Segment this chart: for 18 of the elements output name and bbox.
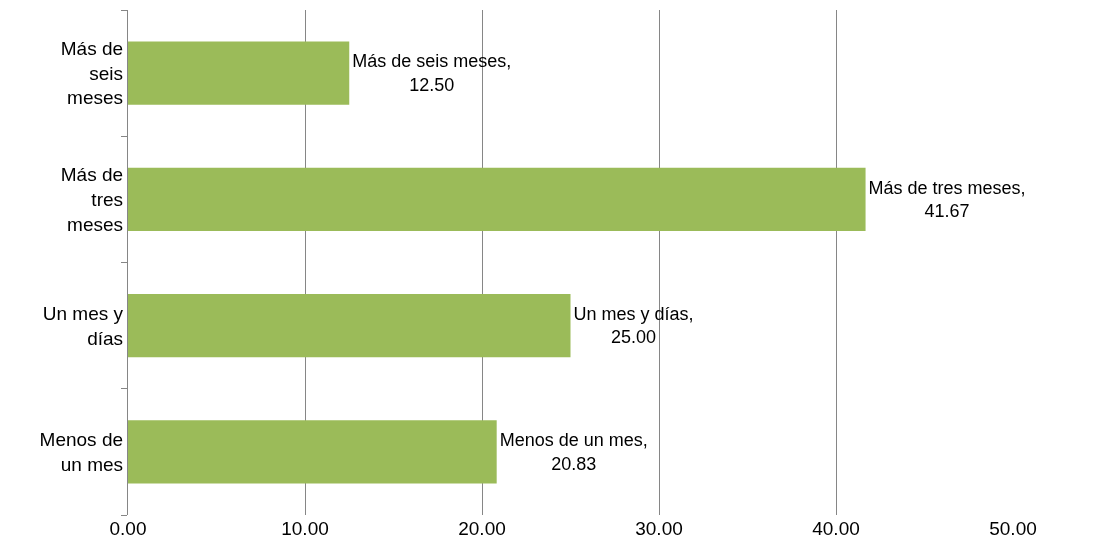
bar <box>128 420 497 484</box>
x-tick-label: 40.00 <box>812 518 860 539</box>
y-tick-label: Más de tres meses <box>60 164 124 235</box>
y-tick-label: Más de seis meses <box>60 38 124 109</box>
bar <box>128 41 350 105</box>
x-tick-label: 50.00 <box>989 518 1037 539</box>
x-tick-label: 30.00 <box>635 518 683 539</box>
data-label: Más de seis meses, 12.50 <box>352 51 512 95</box>
bar <box>128 294 571 358</box>
y-tick-label: Menos de un mes <box>39 429 124 475</box>
data-label: Más de tres meses, 41.67 <box>868 177 1026 222</box>
x-tick-label: 10.00 <box>281 518 329 539</box>
data-label: Menos de un mes, 20.83 <box>499 430 648 474</box>
data-label: Un mes y días, 25.00 <box>573 303 694 348</box>
y-tick-label: Un mes y días <box>42 302 124 349</box>
x-tick-label: 0.00 <box>109 518 147 539</box>
x-tick-label: 20.00 <box>458 518 506 539</box>
bar <box>128 167 866 231</box>
